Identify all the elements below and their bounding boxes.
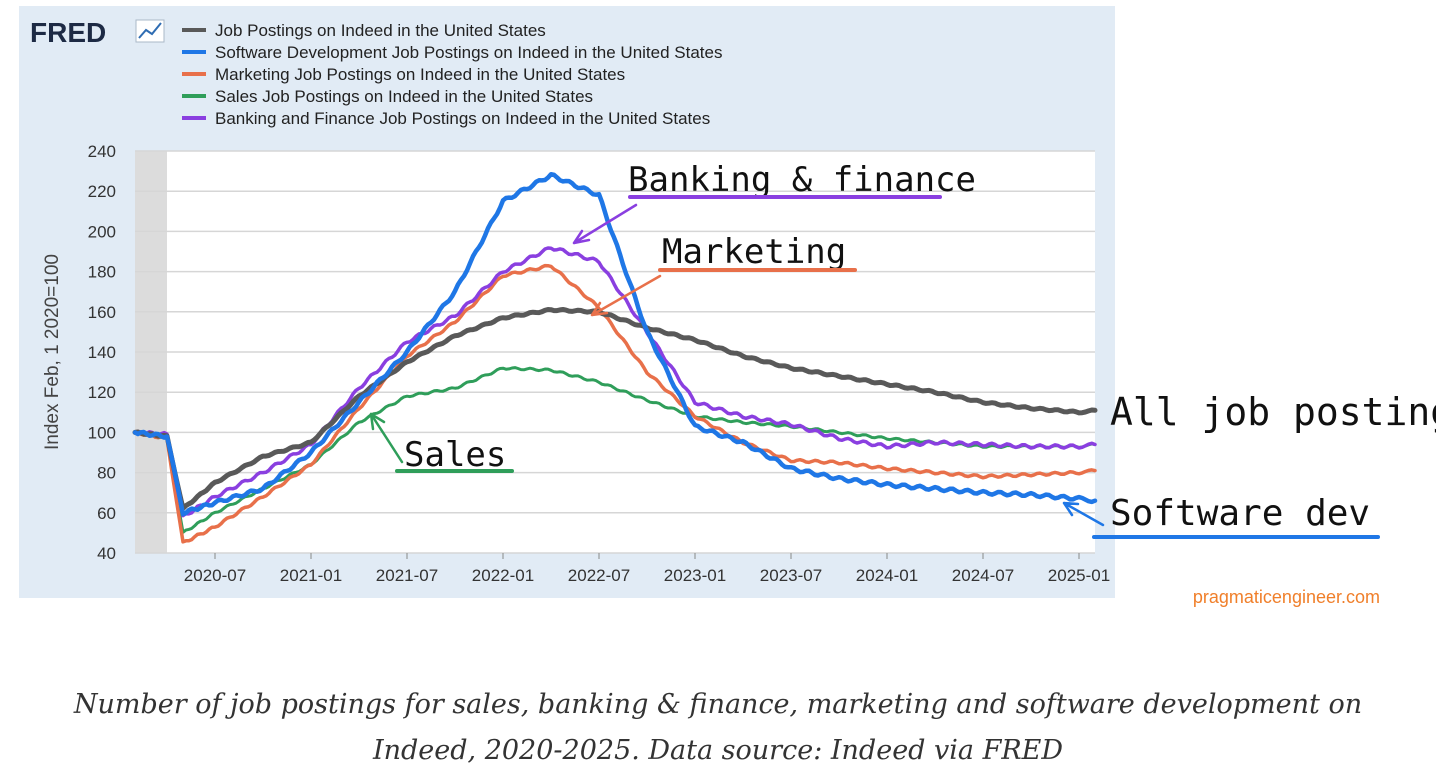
annotation-banking: Banking & finance xyxy=(572,160,976,245)
series-line-all xyxy=(132,307,1098,511)
legend-label-all: Job Postings on Indeed in the United Sta… xyxy=(215,21,546,40)
y-axis-label: Index Feb, 1 2020=100 xyxy=(42,254,63,450)
annotation-software-label: Software dev xyxy=(1110,493,1370,534)
y-tick-label: 60 xyxy=(97,504,116,523)
y-tick-label: 40 xyxy=(97,544,116,563)
series-lines xyxy=(132,171,1098,544)
series-line-marketing xyxy=(133,263,1097,544)
annotation-sales: Sales xyxy=(369,412,514,475)
x-tick-label: 2022-01 xyxy=(472,566,534,585)
y-tick-label: 160 xyxy=(88,303,116,322)
x-tick-label: 2021-07 xyxy=(376,566,438,585)
y-tick-label: 200 xyxy=(88,222,116,241)
x-tick-label: 2021-01 xyxy=(280,566,342,585)
y-tick-label: 220 xyxy=(88,182,116,201)
x-tick-label: 2023-07 xyxy=(760,566,822,585)
legend: Job Postings on Indeed in the United Sta… xyxy=(182,21,722,128)
y-tick-label: 100 xyxy=(88,423,116,442)
annotation-marketing-label: Marketing xyxy=(662,232,846,272)
annotation-banking-label: Banking & finance xyxy=(628,160,976,200)
legend-label-software: Software Development Job Postings on Ind… xyxy=(215,43,722,62)
y-tick-label: 240 xyxy=(88,142,116,161)
fred-logo: FRED xyxy=(30,17,165,48)
x-tick-label: 2022-07 xyxy=(568,566,630,585)
y-tick-label: 180 xyxy=(88,263,116,282)
y-tick-label: 120 xyxy=(88,383,116,402)
fred-logo-text: FRED xyxy=(30,17,106,48)
legend-label-banking: Banking and Finance Job Postings on Inde… xyxy=(215,109,710,128)
figure-caption: Number of job postings for sales, bankin… xyxy=(73,689,1363,766)
annotation-marketing: Marketing xyxy=(590,232,857,317)
x-tick-label: 2025-01 xyxy=(1048,566,1110,585)
x-tick-label: 2020-07 xyxy=(184,566,246,585)
x-tick-label: 2024-07 xyxy=(952,566,1014,585)
series-line-software xyxy=(132,171,1098,517)
x-tick-label: 2023-01 xyxy=(664,566,726,585)
annotation-all: All job postings xyxy=(1110,390,1436,434)
series-line-banking xyxy=(133,246,1097,518)
annotation-sales-label: Sales xyxy=(404,435,506,475)
fred-logo-chart-icon xyxy=(135,19,165,43)
annotation-software: Software dev xyxy=(1062,493,1380,539)
legend-label-sales: Sales Job Postings on Indeed in the Unit… xyxy=(215,87,593,106)
y-tick-label: 80 xyxy=(97,464,116,483)
watermark: pragmaticengineer.com xyxy=(1193,587,1380,607)
y-axis-ticks: 40 60 80 100 120 140 160 180 200 220 240 xyxy=(88,142,116,563)
y-tick-label: 140 xyxy=(88,343,116,362)
x-axis-ticks: 2020-07 2021-01 2021-07 2022-01 2022-07 2023-… xyxy=(184,553,1110,585)
legend-label-marketing: Marketing Job Postings on Indeed in the … xyxy=(215,65,625,84)
annotation-all-label: All job postings xyxy=(1110,390,1436,434)
x-tick-label: 2024-01 xyxy=(856,566,918,585)
